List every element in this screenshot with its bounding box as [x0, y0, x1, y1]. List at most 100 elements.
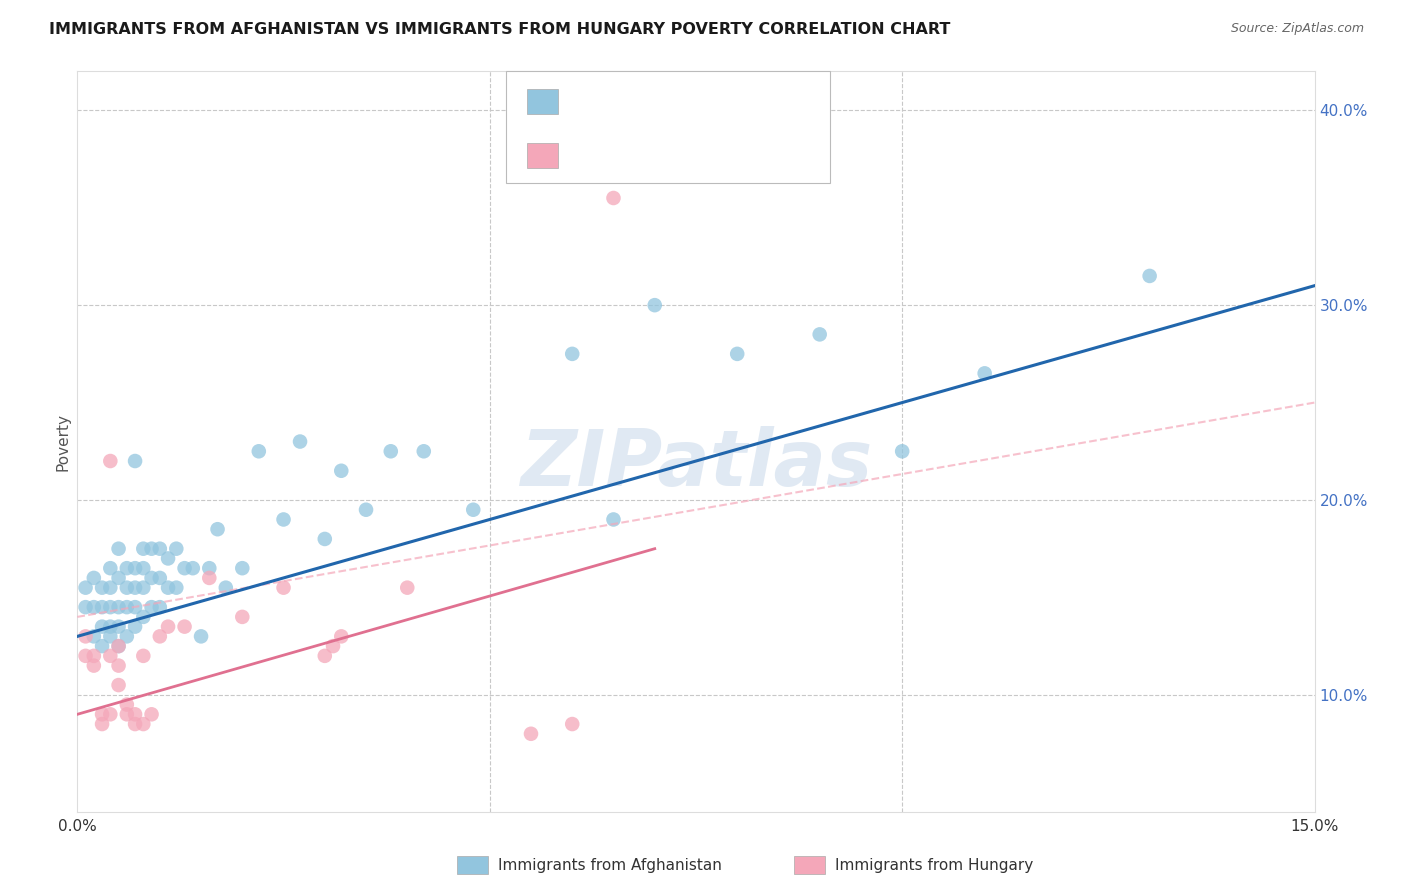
- Point: [83, 629, 105, 643]
- Point: [91, 581, 114, 595]
- Point: [149, 629, 172, 643]
- Point: [273, 512, 295, 526]
- Point: [91, 619, 114, 633]
- Point: [141, 541, 163, 556]
- Point: [561, 347, 583, 361]
- Point: [75, 600, 97, 615]
- Point: [115, 561, 138, 575]
- Point: [75, 648, 97, 663]
- Point: [198, 561, 221, 575]
- Point: [157, 551, 180, 566]
- Point: [83, 571, 105, 585]
- Point: [354, 502, 377, 516]
- Point: [75, 629, 97, 643]
- Point: [115, 581, 138, 595]
- Point: [124, 717, 146, 731]
- Point: [602, 191, 624, 205]
- Point: [520, 727, 543, 741]
- Point: [561, 717, 583, 731]
- Point: [891, 444, 914, 458]
- Point: [124, 600, 146, 615]
- Text: N = 66: N = 66: [664, 95, 717, 109]
- Point: [141, 707, 163, 722]
- Point: [91, 639, 114, 653]
- Point: [107, 639, 129, 653]
- Point: [124, 619, 146, 633]
- Point: [91, 707, 114, 722]
- Point: [98, 561, 121, 575]
- Y-axis label: Poverty: Poverty: [55, 412, 70, 471]
- Point: [83, 600, 105, 615]
- Point: [132, 541, 155, 556]
- Point: [173, 561, 195, 575]
- Point: [165, 541, 187, 556]
- Point: [157, 619, 180, 633]
- Text: Source: ZipAtlas.com: Source: ZipAtlas.com: [1230, 22, 1364, 36]
- Point: [107, 619, 129, 633]
- Point: [973, 367, 995, 381]
- Text: IMMIGRANTS FROM AFGHANISTAN VS IMMIGRANTS FROM HUNGARY POVERTY CORRELATION CHART: IMMIGRANTS FROM AFGHANISTAN VS IMMIGRANT…: [49, 22, 950, 37]
- Point: [396, 581, 419, 595]
- Text: N = 24: N = 24: [664, 148, 717, 162]
- Point: [725, 347, 748, 361]
- Text: R = 0.334: R = 0.334: [569, 148, 647, 162]
- Point: [181, 561, 204, 575]
- Point: [314, 532, 336, 546]
- Point: [107, 678, 129, 692]
- Point: [107, 639, 129, 653]
- Text: ZIPatlas: ZIPatlas: [520, 425, 872, 502]
- Point: [157, 581, 180, 595]
- Point: [115, 698, 138, 712]
- Point: [98, 707, 121, 722]
- Text: Immigrants from Afghanistan: Immigrants from Afghanistan: [498, 858, 721, 872]
- Point: [124, 561, 146, 575]
- Point: [141, 571, 163, 585]
- Point: [412, 444, 434, 458]
- Point: [273, 581, 295, 595]
- Point: [83, 648, 105, 663]
- Point: [115, 707, 138, 722]
- Point: [247, 444, 270, 458]
- Point: [231, 610, 253, 624]
- Point: [207, 522, 229, 536]
- Point: [107, 600, 129, 615]
- Text: Immigrants from Hungary: Immigrants from Hungary: [835, 858, 1033, 872]
- Point: [132, 610, 155, 624]
- Point: [83, 658, 105, 673]
- Point: [463, 502, 485, 516]
- Point: [149, 541, 172, 556]
- Point: [115, 629, 138, 643]
- Point: [91, 600, 114, 615]
- Point: [98, 581, 121, 595]
- Point: [98, 454, 121, 468]
- Point: [644, 298, 666, 312]
- Point: [149, 600, 172, 615]
- Point: [322, 639, 344, 653]
- Point: [380, 444, 402, 458]
- Point: [314, 648, 336, 663]
- Point: [330, 464, 353, 478]
- Point: [141, 600, 163, 615]
- Point: [98, 600, 121, 615]
- Point: [98, 619, 121, 633]
- Point: [107, 571, 129, 585]
- Point: [1139, 268, 1161, 283]
- Point: [190, 629, 212, 643]
- Point: [91, 717, 114, 731]
- Point: [132, 581, 155, 595]
- Point: [132, 561, 155, 575]
- Point: [107, 658, 129, 673]
- Point: [124, 581, 146, 595]
- Point: [98, 629, 121, 643]
- Point: [124, 454, 146, 468]
- Point: [75, 581, 97, 595]
- Point: [149, 571, 172, 585]
- Point: [107, 541, 129, 556]
- Point: [165, 581, 187, 595]
- Point: [132, 648, 155, 663]
- Point: [215, 581, 238, 595]
- Point: [231, 561, 253, 575]
- Point: [173, 619, 195, 633]
- Point: [330, 629, 353, 643]
- Point: [198, 571, 221, 585]
